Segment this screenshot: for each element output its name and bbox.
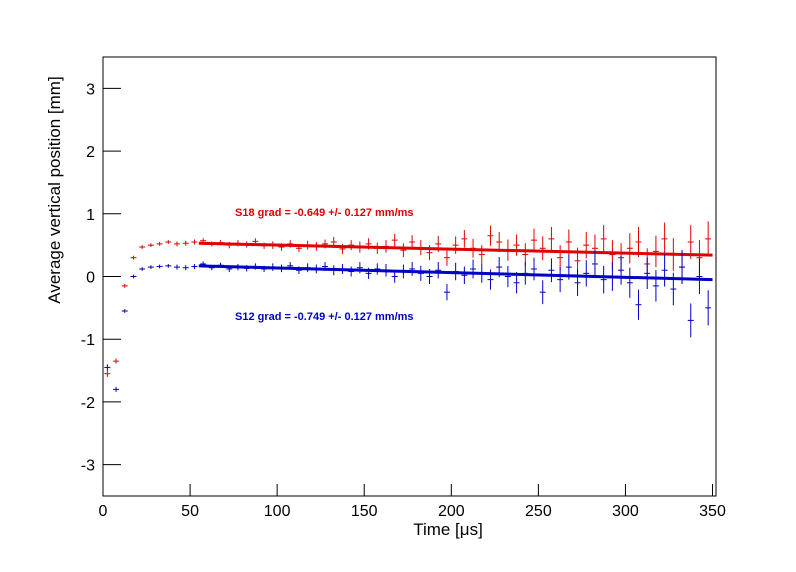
- error-point: [626, 233, 633, 264]
- error-point: [182, 265, 189, 271]
- error-point: [557, 267, 564, 293]
- error-point: [130, 274, 137, 279]
- error-point: [531, 228, 538, 252]
- error-point: [461, 266, 468, 285]
- y-tick-label: 1: [86, 207, 95, 224]
- error-point: [583, 260, 590, 287]
- error-point: [687, 303, 694, 338]
- x-tick-label: 50: [181, 503, 199, 520]
- x-tick-label: 250: [525, 503, 552, 520]
- error-point: [156, 264, 163, 269]
- y-tick-label: -1: [81, 332, 95, 349]
- x-axis-title: Time [μs]: [413, 520, 483, 539]
- error-point: [661, 253, 668, 287]
- error-point: [121, 284, 128, 288]
- error-point: [374, 263, 381, 275]
- error-point: [182, 240, 189, 246]
- x-tick-label: 350: [699, 503, 726, 520]
- y-tick-label: -3: [81, 458, 95, 475]
- error-point: [557, 245, 564, 271]
- error-point: [174, 264, 181, 270]
- error-point: [705, 290, 712, 326]
- error-point: [496, 231, 503, 253]
- error-point: [531, 257, 538, 281]
- error-point: [165, 240, 172, 244]
- x-tick-label: 200: [438, 503, 465, 520]
- error-point: [147, 243, 154, 248]
- error-point: [409, 262, 416, 276]
- error-point: [644, 257, 651, 290]
- y-axis-title: Average vertical position [mm]: [45, 76, 64, 303]
- error-point: [600, 225, 607, 253]
- x-tick-label: 300: [612, 503, 639, 520]
- error-point: [139, 245, 146, 249]
- error-point: [478, 245, 485, 264]
- error-point: [626, 267, 633, 298]
- y-tick-label: -2: [81, 395, 95, 412]
- error-point: [591, 250, 598, 278]
- error-point: [156, 242, 163, 246]
- error-point: [104, 370, 111, 377]
- error-point: [348, 240, 355, 251]
- error-point: [652, 270, 659, 302]
- error-point: [191, 263, 198, 269]
- error-point: [191, 239, 198, 245]
- error-point: [539, 236, 546, 261]
- error-point: [513, 234, 520, 256]
- error-point: [461, 230, 468, 248]
- y-tick-label: 2: [86, 144, 95, 161]
- error-point: [705, 221, 712, 257]
- error-point: [652, 235, 659, 268]
- error-point: [130, 255, 137, 260]
- fit-line: [198, 241, 713, 257]
- error-point: [574, 269, 581, 296]
- x-tick-label: 100: [264, 503, 291, 520]
- y-tick-label: 3: [86, 81, 95, 98]
- error-point: [165, 263, 172, 268]
- error-point: [443, 249, 450, 266]
- error-point: [104, 364, 111, 371]
- error-point: [470, 259, 477, 279]
- error-point: [443, 284, 450, 301]
- error-point: [618, 255, 625, 285]
- error-point: [147, 265, 154, 269]
- error-point: [391, 233, 398, 247]
- error-point: [174, 241, 181, 247]
- error-point: [600, 265, 607, 294]
- x-tick-label: 150: [351, 503, 378, 520]
- error-point: [539, 280, 546, 305]
- error-point: [635, 289, 642, 320]
- fit-annotation: S18 grad = -0.649 +/- 0.127 mm/ms: [235, 207, 414, 219]
- error-point: [435, 262, 442, 279]
- x-tick-label: 0: [99, 503, 108, 520]
- error-point: [548, 226, 555, 251]
- fit-line: [198, 264, 713, 282]
- error-point: [661, 222, 668, 256]
- error-point: [409, 235, 416, 249]
- y-tick-label: 0: [86, 270, 95, 287]
- error-point: [487, 225, 494, 246]
- error-point: [139, 267, 146, 271]
- error-point: [548, 258, 555, 283]
- error-point: [452, 236, 459, 254]
- error-point: [583, 231, 590, 259]
- error-point: [417, 265, 424, 281]
- error-point: [113, 386, 120, 392]
- error-point: [504, 265, 511, 288]
- error-point: [121, 309, 128, 313]
- error-point: [696, 258, 703, 295]
- error-point: [400, 243, 407, 258]
- fit-annotation: S12 grad = -0.749 +/- 0.127 mm/ms: [235, 311, 414, 323]
- error-point: [113, 358, 120, 364]
